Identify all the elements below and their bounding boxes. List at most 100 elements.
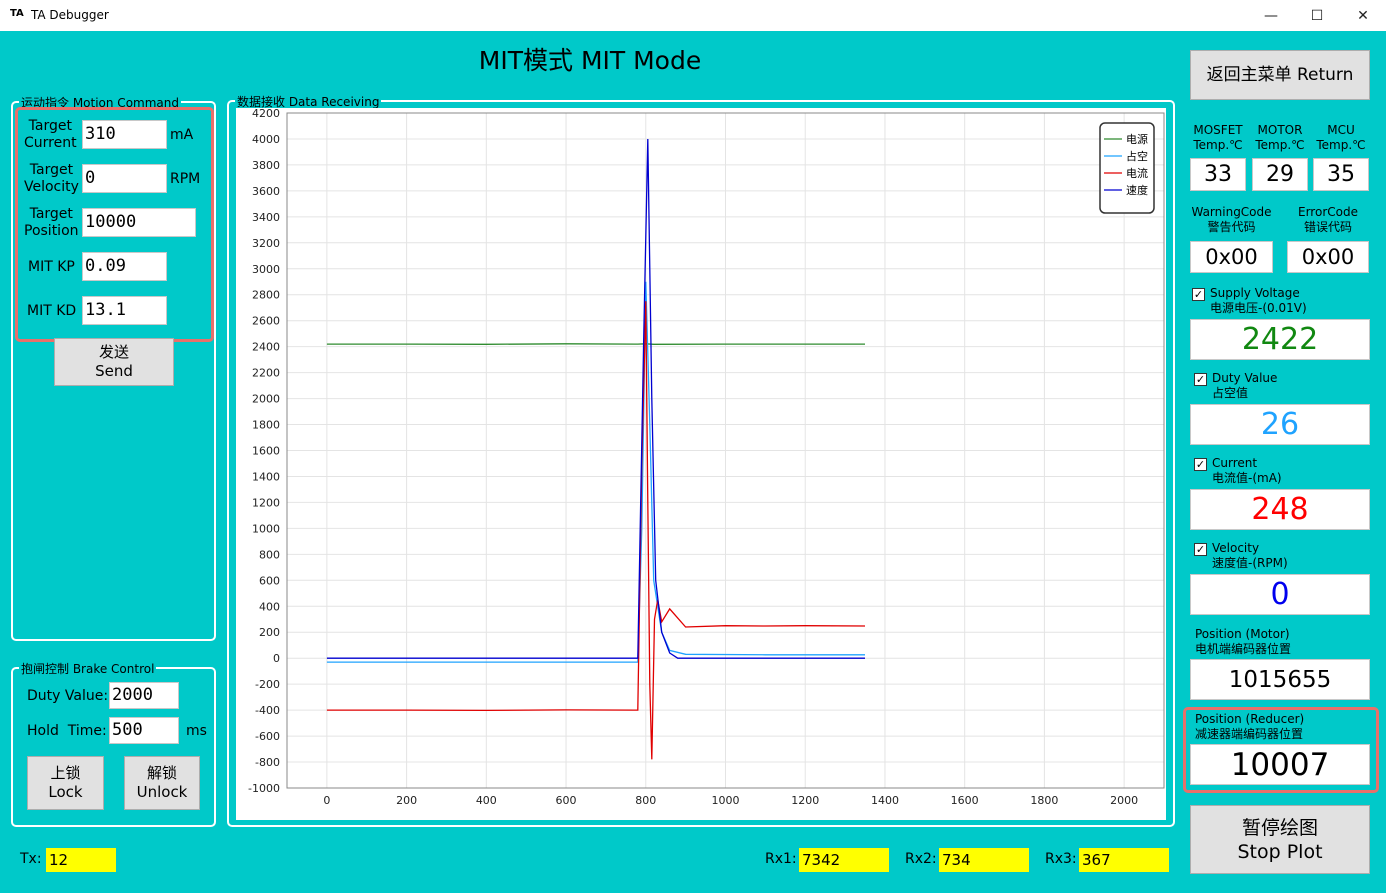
y-tick-label: 1800 <box>252 419 280 432</box>
velocity-value-display: 0 <box>1190 574 1370 615</box>
target-current-label: Target Current <box>24 118 77 151</box>
y-tick-label: 3200 <box>252 237 280 250</box>
data-chart: 0 200 400 600 800 1000 1200 1400 1600 1800 2000-10… <box>236 108 1166 820</box>
tx-label: Tx: <box>20 851 42 867</box>
mit-kp-label: MIT KP <box>28 259 75 275</box>
motion-command-group: 运动指令 Motion Command <box>11 94 216 641</box>
target-position-label: Target Position <box>24 206 79 239</box>
hold-time-label: Hold Time: <box>27 723 107 739</box>
x-tick-label: 0 <box>323 794 330 807</box>
y-tick-label: 200 <box>259 626 280 639</box>
return-button[interactable]: 返回主菜单 Return <box>1190 50 1370 100</box>
x-tick-label: 600 <box>556 794 577 807</box>
rx2-label: Rx2: <box>905 851 937 867</box>
current-value-display: 248 <box>1190 489 1370 530</box>
velocity-checkbox[interactable]: ✓ <box>1194 543 1207 556</box>
unlock-button[interactable]: 解锁 Unlock <box>124 756 200 810</box>
y-tick-label: 2400 <box>252 341 280 354</box>
mcu-temp-label: MCU Temp.℃ <box>1316 123 1366 152</box>
y-tick-label: 2200 <box>252 367 280 380</box>
y-tick-label: 3400 <box>252 211 280 224</box>
rx3-value: 367 <box>1079 848 1169 872</box>
stop-plot-button[interactable]: 暂停绘图 Stop Plot <box>1190 805 1370 874</box>
y-tick-label: 3000 <box>252 263 280 276</box>
hold-time-unit: ms <box>186 723 207 739</box>
mcu-temp-value: 35 <box>1313 158 1369 191</box>
x-tick-label: 400 <box>476 794 497 807</box>
target-velocity-unit: RPM <box>170 171 201 187</box>
y-tick-label: -400 <box>255 704 280 717</box>
brake-duty-input[interactable]: 2000 <box>109 682 179 709</box>
rx1-value: 7342 <box>799 848 889 872</box>
x-tick-label: 800 <box>635 794 656 807</box>
send-button[interactable]: 发送 Send <box>54 338 174 386</box>
motion-command-legend: 运动指令 Motion Command <box>19 94 181 111</box>
position-reducer-value: 10007 <box>1190 744 1370 785</box>
y-tick-label: 2000 <box>252 393 280 406</box>
position-reducer-highlight <box>1183 707 1379 793</box>
target-position-input[interactable]: 10000 <box>82 208 196 237</box>
x-tick-label: 1200 <box>791 794 819 807</box>
rx1-label: Rx1: <box>765 851 797 867</box>
y-tick-label: 1200 <box>252 496 280 509</box>
target-velocity-input[interactable]: 0 <box>82 164 167 193</box>
y-tick-label: -600 <box>255 730 280 743</box>
x-tick-label: 1400 <box>871 794 899 807</box>
current-checkbox[interactable]: ✓ <box>1194 458 1207 471</box>
y-tick-label: 3800 <box>252 159 280 172</box>
close-button[interactable]: ✕ <box>1357 7 1369 24</box>
velocity-label: Velocity 速度值-(RPM) <box>1212 541 1288 570</box>
y-tick-label: 800 <box>259 548 280 561</box>
series-line-速度 <box>326 138 865 659</box>
series-line-占空 <box>326 281 865 663</box>
y-tick-label: 1000 <box>252 522 280 535</box>
page-title: MIT模式 MIT Mode <box>478 46 702 75</box>
y-tick-label: 3600 <box>252 185 280 198</box>
supply-voltage-checkbox[interactable]: ✓ <box>1192 288 1205 301</box>
target-current-input[interactable]: 310 <box>82 120 167 149</box>
mit-kd-label: MIT KD <box>27 303 77 319</box>
y-tick-label: 1600 <box>252 445 280 458</box>
brake-control-legend: 抱闸控制 Brake Control <box>19 660 157 677</box>
supply-voltage-label: Supply Voltage 电源电压-(0.01V) <box>1210 286 1307 315</box>
motor-temp-value: 29 <box>1252 158 1308 191</box>
brake-duty-label: Duty Value: <box>27 688 109 704</box>
y-tick-label: 600 <box>259 574 280 587</box>
legend-entry: 速度 <box>1126 183 1148 197</box>
y-tick-label: 4000 <box>252 133 280 146</box>
target-current-unit: mA <box>170 127 194 143</box>
x-tick-label: 1600 <box>951 794 979 807</box>
x-tick-label: 1000 <box>712 794 740 807</box>
supply-voltage-value: 2422 <box>1190 319 1370 360</box>
y-tick-label: -800 <box>255 756 280 769</box>
plot-area-border <box>286 112 1165 789</box>
data-receiving-legend: 数据接收 Data Receiving <box>235 93 382 110</box>
duty-value-checkbox[interactable]: ✓ <box>1194 373 1207 386</box>
maximize-button[interactable]: ☐ <box>1310 7 1324 24</box>
mit-kp-input[interactable]: 0.09 <box>82 252 167 281</box>
motion-params-highlight <box>15 107 214 342</box>
brake-control-group: 抱闸控制 Brake Control <box>11 660 216 827</box>
y-tick-label: 400 <box>259 600 280 613</box>
rx2-value: 734 <box>939 848 1029 872</box>
legend-entry: 电源 <box>1126 132 1148 146</box>
target-velocity-label: Target Velocity <box>24 162 79 195</box>
y-tick-label: 1400 <box>252 470 280 483</box>
error-code-value: 0x00 <box>1287 241 1369 273</box>
y-tick-label: 2800 <box>252 289 280 302</box>
lock-button[interactable]: 上锁 Lock <box>27 756 104 810</box>
chart-background <box>236 108 1166 820</box>
y-tick-label: 2600 <box>252 315 280 328</box>
rx3-label: Rx3: <box>1045 851 1077 867</box>
position-reducer-label: Position (Reducer) 减速器端编码器位置 <box>1195 712 1305 741</box>
hold-time-input[interactable]: 500 <box>109 717 179 744</box>
minimize-button[interactable]: — <box>1264 7 1278 24</box>
app-logo: TA <box>10 8 24 19</box>
y-tick-label: -200 <box>255 678 280 691</box>
mit-kd-input[interactable]: 13.1 <box>82 296 167 325</box>
window-title: TA Debugger <box>31 8 109 22</box>
data-receiving-group: 数据接收 Data Receiving <box>227 93 1175 827</box>
y-tick-label: 4200 <box>252 108 280 120</box>
mosfet-temp-label: MOSFET Temp.℃ <box>1193 123 1243 152</box>
position-motor-label: Position (Motor) 电机端编码器位置 <box>1195 627 1292 656</box>
